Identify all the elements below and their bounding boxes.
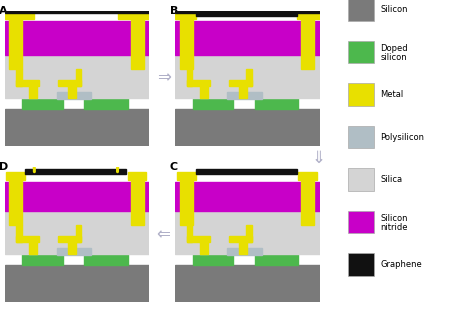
Bar <box>228 92 262 99</box>
Bar <box>297 12 320 19</box>
Bar <box>5 265 149 302</box>
Text: ⇓: ⇓ <box>311 148 326 167</box>
Bar <box>193 254 233 265</box>
Bar <box>297 9 320 13</box>
Bar <box>301 15 314 69</box>
Bar <box>22 254 63 265</box>
Bar <box>175 12 196 19</box>
Text: ⇒: ⇒ <box>156 68 171 86</box>
Text: C: C <box>170 162 178 172</box>
Text: Silicon: Silicon <box>380 5 408 14</box>
Bar <box>58 236 82 242</box>
Bar <box>5 109 149 146</box>
Bar <box>84 254 128 265</box>
Text: Graphene: Graphene <box>380 260 422 269</box>
Text: A: A <box>0 6 8 16</box>
Bar <box>75 69 81 86</box>
Bar <box>255 254 298 265</box>
Bar <box>175 109 320 146</box>
Bar <box>187 80 210 86</box>
Bar <box>239 239 247 254</box>
Bar <box>200 239 208 254</box>
Bar <box>298 172 317 180</box>
Bar <box>196 169 297 174</box>
Bar <box>228 248 262 255</box>
Bar <box>29 83 37 98</box>
Text: Polysilicon: Polysilicon <box>380 133 424 141</box>
Bar <box>5 182 149 211</box>
Bar <box>16 69 22 86</box>
Bar <box>175 182 320 211</box>
Bar <box>175 265 320 302</box>
Bar <box>246 225 252 242</box>
Bar <box>239 83 247 98</box>
Bar <box>118 12 149 19</box>
Bar <box>5 21 149 55</box>
Bar <box>175 21 320 55</box>
Bar <box>5 12 34 19</box>
Bar <box>229 236 252 242</box>
Text: Metal: Metal <box>380 90 403 99</box>
Bar <box>5 9 149 13</box>
Bar <box>68 239 76 254</box>
Text: Doped: Doped <box>380 44 408 53</box>
Bar <box>187 69 192 86</box>
Text: nitride: nitride <box>380 223 408 232</box>
Text: Silicon: Silicon <box>380 214 408 223</box>
Bar <box>16 236 39 242</box>
Bar <box>6 172 25 180</box>
Text: D: D <box>0 162 8 172</box>
Bar <box>180 15 193 69</box>
Bar <box>196 11 297 16</box>
Bar <box>128 172 146 180</box>
Bar <box>200 83 208 98</box>
Bar <box>25 169 126 174</box>
Bar <box>57 248 91 255</box>
Bar <box>84 98 128 109</box>
Bar <box>130 15 144 69</box>
Bar <box>246 69 252 86</box>
Text: silicon: silicon <box>380 53 407 62</box>
Bar <box>255 98 298 109</box>
Bar <box>57 92 91 99</box>
Bar <box>29 239 37 254</box>
Bar <box>16 80 39 86</box>
Bar <box>75 225 81 242</box>
Text: ⇐: ⇐ <box>156 226 171 244</box>
Bar <box>22 98 63 109</box>
Bar <box>175 207 320 254</box>
Text: B: B <box>170 6 178 16</box>
Bar <box>187 236 210 242</box>
Bar <box>301 177 314 225</box>
Bar <box>187 225 192 242</box>
Bar <box>229 80 252 86</box>
Bar <box>5 207 149 254</box>
Bar <box>5 51 149 98</box>
Bar <box>177 172 196 180</box>
Bar <box>58 80 82 86</box>
Bar <box>130 177 144 225</box>
Bar <box>180 177 193 225</box>
Bar <box>175 51 320 98</box>
Bar <box>9 15 22 69</box>
Bar <box>9 177 22 225</box>
Text: Silica: Silica <box>380 175 402 184</box>
Bar <box>16 225 22 242</box>
Bar <box>175 9 196 13</box>
Bar <box>68 83 76 98</box>
Bar <box>193 98 233 109</box>
